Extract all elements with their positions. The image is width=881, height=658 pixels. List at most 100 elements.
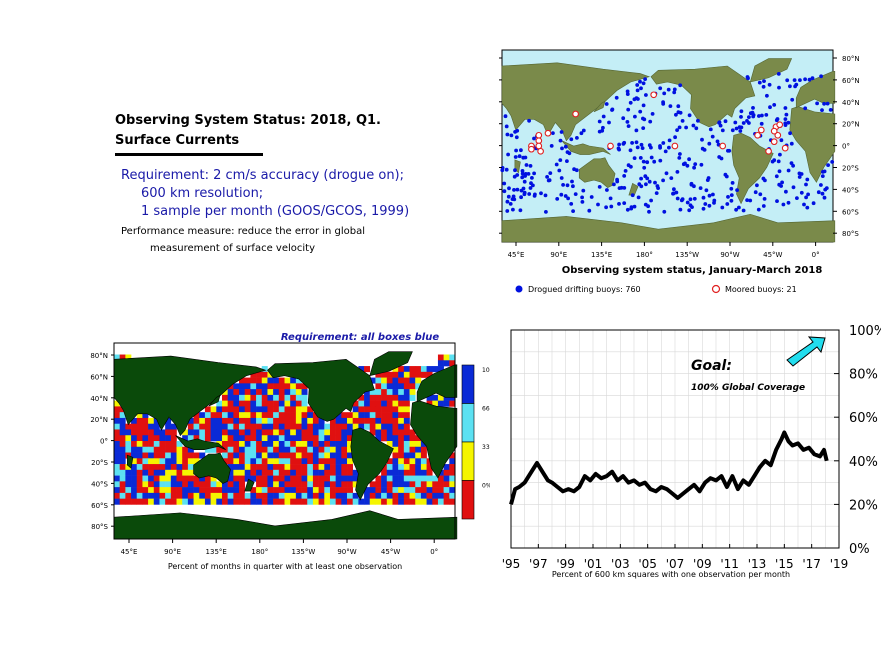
chart-y-tick-label: 40% (849, 455, 878, 470)
drifter-buoy-marker (820, 191, 825, 196)
coverage-cell (392, 366, 399, 373)
drifter-buoy-marker (727, 148, 732, 153)
drifter-buoy-marker (735, 188, 739, 193)
drifter-buoy-marker (563, 144, 568, 149)
coverage-cell (131, 481, 138, 488)
coverage-cell (221, 400, 228, 407)
drifter-buoy-marker (741, 208, 746, 213)
coverage-cell (187, 458, 194, 465)
drifter-buoy-marker (634, 140, 639, 145)
coverage-cell (398, 417, 405, 424)
coverage-lon-label: 135°E (206, 548, 227, 556)
coverage-cell (449, 394, 456, 401)
coverage-cell (392, 371, 399, 378)
coverage-cell (250, 446, 257, 453)
coverage-cell (381, 383, 388, 390)
coverage-cell (204, 435, 211, 442)
coverage-cell (415, 452, 422, 459)
drifter-buoy-marker (748, 198, 753, 203)
coverage-cell (398, 469, 405, 476)
coverage-cell (403, 487, 410, 494)
coverage-cell (335, 469, 342, 476)
coverage-cell (244, 458, 251, 465)
coverage-cell (267, 481, 274, 488)
drifter-buoy-marker (820, 174, 825, 179)
coverage-cell (216, 498, 223, 505)
moored-buoy-marker (754, 131, 761, 139)
coverage-cell (364, 423, 371, 430)
drifter-buoy-marker (805, 177, 810, 182)
drifter-buoy-marker (729, 198, 734, 203)
drifter-buoy-marker (691, 123, 696, 128)
coverage-cell (426, 371, 433, 378)
legend-moored-marker (711, 284, 721, 294)
coverage-cell (358, 423, 365, 430)
drifter-buoy-marker (684, 125, 688, 130)
coverage-cell (250, 429, 257, 436)
coverage-cell (199, 417, 206, 424)
drifter-buoy-marker (730, 128, 735, 133)
drifter-buoy-marker (626, 124, 631, 128)
coverage-cell (415, 464, 422, 471)
coverage-cell (119, 487, 126, 494)
coverage-cell (131, 446, 138, 453)
coverage-cell (432, 394, 439, 401)
drifter-buoy-marker (707, 141, 712, 146)
drifter-buoy-marker (647, 179, 652, 184)
coverage-cell (210, 481, 217, 488)
coverage-cell (233, 481, 240, 488)
drifter-buoy-marker (675, 170, 680, 174)
coverage-cell (449, 498, 456, 505)
drifter-buoy-marker (751, 106, 755, 110)
coverage-cell (375, 429, 382, 436)
coverage-cell (210, 406, 217, 413)
chart-y-tick-label: 80% (849, 368, 878, 383)
drifter-buoy-marker (601, 125, 605, 130)
drifter-buoy-marker (672, 90, 677, 95)
coverage-cell (221, 423, 228, 430)
coverage-cell (386, 435, 393, 442)
coverage-cell (443, 360, 450, 367)
drifter-buoy-marker (622, 201, 627, 206)
coverage-cell (256, 429, 263, 436)
coverage-cell (329, 498, 336, 505)
coverage-cell (136, 475, 143, 482)
coverage-cell (250, 452, 257, 459)
coverage-cell (352, 475, 359, 482)
drifter-buoy-marker (791, 163, 795, 168)
drifter-buoy-marker (639, 86, 643, 91)
coverage-cell (216, 429, 223, 436)
drifter-buoy-marker (614, 95, 619, 100)
drifter-buoy-marker (575, 136, 579, 140)
coverage-cell (415, 481, 422, 488)
chart-x-tick-label: '95 (502, 557, 521, 571)
coverage-cell (290, 383, 297, 390)
colorbar-label: 100% (482, 367, 490, 374)
coverage-cell (142, 487, 149, 494)
drifter-buoy-marker (671, 191, 676, 196)
coverage-cell (176, 458, 183, 465)
coverage-cell (119, 435, 126, 442)
drifter-buoy-marker (755, 183, 759, 188)
coverage-lat-label: 80°S (91, 523, 108, 531)
chart-x-tick-label: '15 (775, 557, 794, 571)
drifter-buoy-marker (619, 185, 624, 190)
coverage-cell (125, 469, 132, 476)
coverage-cell (347, 441, 353, 448)
drifter-buoy-marker (551, 131, 555, 135)
coverage-cell (307, 446, 314, 453)
coverage-cell (318, 492, 325, 499)
coverage-cell (437, 394, 444, 401)
drifter-buoy-marker (693, 162, 698, 166)
coverage-cell (267, 475, 274, 482)
drifter-buoy-marker (666, 87, 671, 92)
drifter-buoy-marker (569, 137, 574, 142)
coverage-cell (443, 400, 450, 407)
coverage-cell (170, 441, 177, 448)
coverage-cell (341, 417, 348, 424)
coverage-cell (273, 487, 280, 494)
coverage-cell (267, 400, 274, 407)
coverage-cell (369, 429, 376, 436)
coverage-cell (364, 412, 371, 419)
drifter-buoy-marker (604, 205, 608, 210)
